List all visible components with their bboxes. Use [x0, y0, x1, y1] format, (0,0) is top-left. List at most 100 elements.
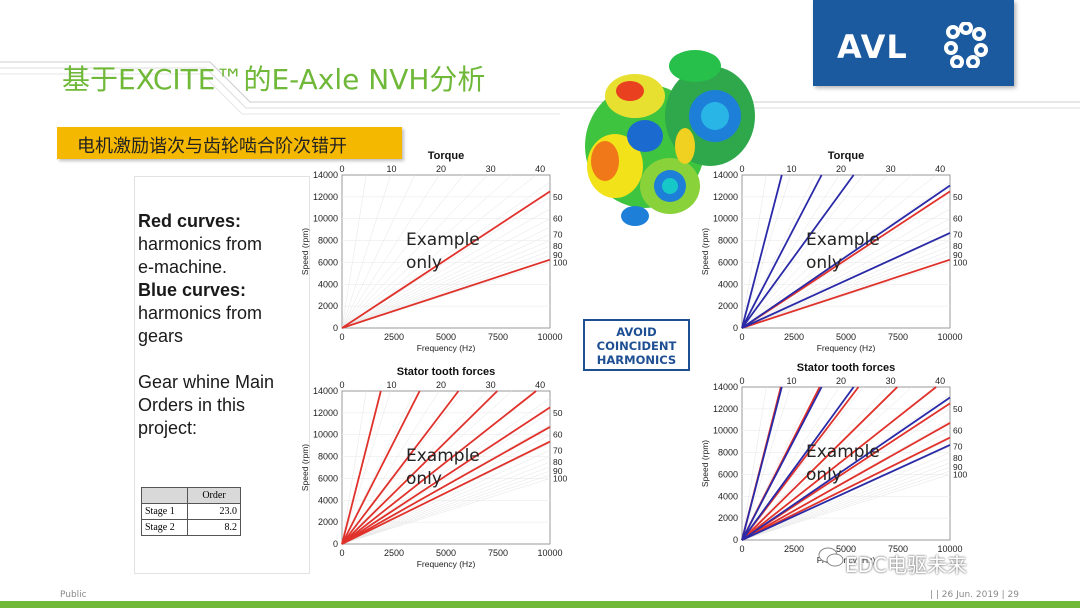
- order-gridline: [341, 208, 551, 329]
- order-gridline: [341, 390, 391, 545]
- plot-area: [341, 174, 551, 329]
- x-axis-label: Frequency (Hz): [817, 555, 876, 565]
- top-tick-label: 10: [387, 380, 397, 390]
- y-tick-label: 2000: [718, 513, 738, 523]
- blue-curves-heading: Blue curves:: [138, 280, 247, 300]
- avoid-coincident-box: AVOID COINCIDENT HARMONICS: [583, 319, 690, 371]
- y-tick-label: 12000: [313, 192, 338, 202]
- series-line-red: [341, 258, 551, 329]
- plot-area: [741, 386, 951, 541]
- series-line-blue: [741, 174, 855, 329]
- annotation-text: only: [406, 469, 442, 489]
- order-gridline: [341, 174, 488, 329]
- order-gridline: [741, 457, 951, 541]
- avl-logo: AVL: [813, 0, 1014, 86]
- y-tick-label: 10000: [313, 430, 338, 440]
- order-gridline: [341, 174, 440, 329]
- order-gridline: [341, 226, 551, 329]
- x-tick-label: 2500: [384, 332, 404, 342]
- order-gridline: [741, 386, 767, 541]
- order-gridline: [341, 174, 391, 329]
- top-tick-label: 20: [436, 380, 446, 390]
- series-line-red: [741, 386, 898, 541]
- series-line-red: [341, 426, 551, 545]
- order-gridline: [741, 452, 951, 541]
- annotation-text: Example: [806, 442, 880, 462]
- top-tick-label: 10: [387, 164, 397, 174]
- order-label: 60: [553, 214, 563, 224]
- y-tick-label: 0: [733, 535, 738, 545]
- x-tick-label: 5000: [836, 544, 856, 554]
- chart-title: Torque: [828, 150, 864, 162]
- order-gridline: [741, 174, 767, 329]
- top-tick-label: 20: [836, 164, 846, 174]
- x-tick-label: 0: [739, 332, 744, 342]
- y-tick-label: 14000: [313, 386, 338, 396]
- order-label: 70: [553, 445, 563, 455]
- series-line-blue: [741, 174, 823, 329]
- order-gridline: [341, 234, 551, 329]
- order-gridline: [341, 174, 464, 329]
- series-line-red: [341, 390, 382, 545]
- order-gridline: [741, 386, 840, 541]
- order-gridline: [741, 174, 913, 329]
- logo-text: AVL: [837, 28, 908, 66]
- x-axis-label: Frequency (Hz): [417, 559, 476, 569]
- order-gridline: [341, 390, 440, 545]
- orders-table: Order Stage 1 23.0 Stage 2 8.2: [141, 487, 241, 536]
- order-gridline: [741, 466, 951, 541]
- order-gridline: [341, 390, 513, 545]
- table-row: Stage 2 8.2: [141, 519, 241, 536]
- series-line-blue: [741, 386, 783, 541]
- y-tick-label: 4000: [318, 495, 338, 505]
- top-tick-label: 0: [739, 164, 744, 174]
- y-tick-label: 6000: [318, 257, 338, 267]
- series-line-red: [741, 258, 951, 329]
- table-header-order: Order: [187, 487, 241, 504]
- order-label: 50: [553, 192, 563, 202]
- order-gridline: [341, 245, 551, 329]
- order-gridline: [741, 174, 864, 329]
- order-label: 50: [953, 192, 963, 202]
- x-tick-label: 10000: [537, 332, 562, 342]
- y-tick-label: 14000: [313, 170, 338, 180]
- order-gridline: [341, 470, 551, 545]
- order-gridline: [341, 390, 488, 545]
- y-tick-label: 6000: [718, 469, 738, 479]
- annotation-text: Example: [406, 446, 480, 466]
- y-axis-label: Speed (rpm): [300, 444, 310, 491]
- x-tick-label: 7500: [888, 332, 908, 342]
- order-gridline: [741, 386, 791, 541]
- series-line-blue: [741, 386, 855, 541]
- series-line-blue: [741, 386, 823, 541]
- y-tick-label: 0: [733, 323, 738, 333]
- x-tick-label: 7500: [888, 544, 908, 554]
- y-axis-label: Speed (rpm): [700, 440, 710, 487]
- order-gridline: [341, 174, 513, 329]
- top-tick-label: 30: [886, 376, 896, 386]
- order-label: 80: [553, 241, 563, 251]
- order-gridline: [741, 174, 840, 329]
- subtitle-text: 电机激励谐次与齿轮啮合阶次错开: [77, 136, 347, 157]
- chart-title: Torque: [428, 150, 464, 162]
- top-tick-label: 20: [836, 376, 846, 386]
- table-cell-label: Stage 1: [141, 503, 188, 520]
- order-gridline: [341, 461, 551, 545]
- order-gridline: [341, 466, 551, 545]
- series-line-red: [741, 422, 951, 541]
- red-curves-description: harmonics from e-machine.: [138, 234, 263, 277]
- order-gridline: [741, 174, 816, 329]
- order-gridline: [341, 474, 551, 545]
- y-tick-label: 12000: [713, 192, 738, 202]
- order-gridline: [341, 434, 551, 545]
- top-tick-label: 30: [886, 164, 896, 174]
- x-tick-label: 0: [739, 544, 744, 554]
- y-tick-label: 6000: [718, 257, 738, 267]
- chart-torque-right: Torque 0 10 20 30 40 0 2500 5000 7500 10000 0 2000 40…: [700, 150, 967, 353]
- order-label: 50: [953, 404, 963, 414]
- x-tick-label: 7500: [488, 332, 508, 342]
- order-label: 100: [953, 257, 967, 267]
- eaxle-model-image: [585, 50, 755, 226]
- top-tick-label: 20: [436, 164, 446, 174]
- top-tick-label: 30: [486, 380, 496, 390]
